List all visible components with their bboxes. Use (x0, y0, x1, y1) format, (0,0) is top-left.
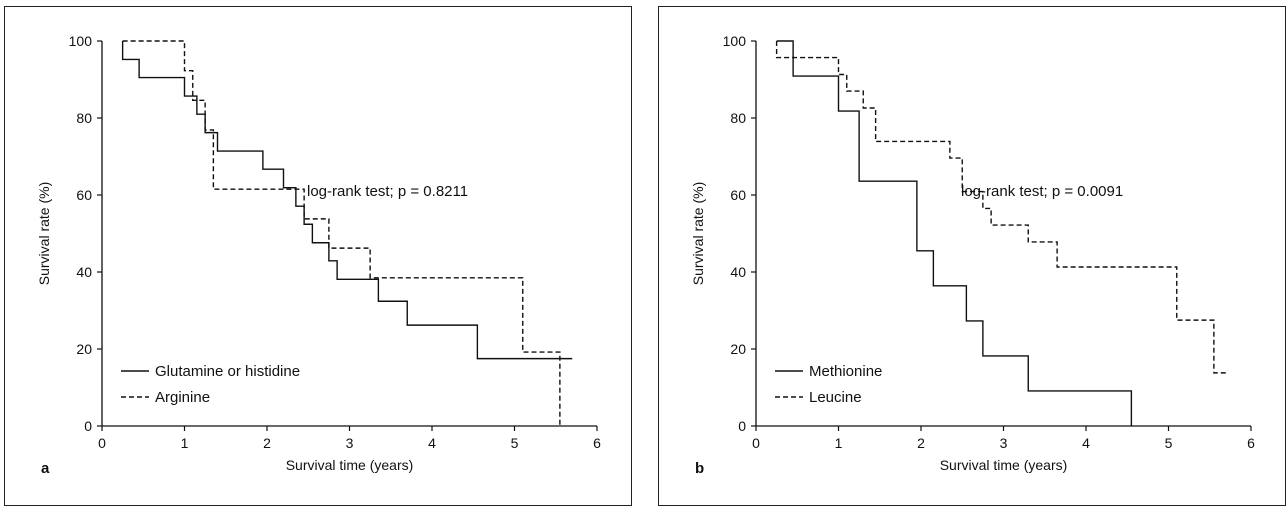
y-tick: 80 (730, 110, 756, 126)
x-tick-label: 3 (1000, 435, 1008, 451)
x-tick: 2 (917, 426, 925, 451)
x-tick: 1 (835, 426, 843, 451)
y-tick-label: 80 (730, 110, 746, 126)
y-tick: 0 (738, 418, 756, 434)
y-tick: 80 (76, 110, 102, 126)
y-tick-label: 40 (730, 264, 746, 280)
x-tick-label: 6 (593, 435, 601, 451)
x-tick-label: 4 (1082, 435, 1090, 451)
y-tick-label: 60 (76, 187, 92, 203)
legend-label: Arginine (155, 389, 210, 406)
chart-panel-b: 0 1 2 3 4 5 6 0 20 40 60 80 100 Survival time (years)… (658, 6, 1286, 506)
y-tick-label: 0 (84, 418, 92, 434)
x-axis-title: Survival time (years) (940, 457, 1068, 473)
y-tick: 40 (730, 264, 756, 280)
y-tick-label: 100 (69, 33, 93, 49)
legend-label: Methionine (809, 363, 882, 380)
series-line-arginine (122, 40, 561, 426)
y-tick: 60 (730, 187, 756, 203)
x-tick: 0 (98, 426, 106, 451)
series-line-methionine (776, 40, 1133, 426)
series-line-leucine (775, 41, 1227, 374)
x-tick: 6 (593, 426, 601, 451)
x-tick: 2 (263, 426, 271, 451)
y-tick-label: 80 (76, 110, 92, 126)
panel-letter: a (41, 460, 50, 477)
x-axis-title: Survival time (years) (286, 457, 414, 473)
x-tick-label: 6 (1247, 435, 1255, 451)
x-tick-label: 3 (346, 435, 354, 451)
y-tick: 40 (76, 264, 102, 280)
y-tick: 20 (76, 341, 102, 357)
y-tick: 60 (76, 187, 102, 203)
x-tick: 3 (346, 426, 354, 451)
y-axis-title: Survival rate (%) (690, 182, 706, 285)
y-tick: 0 (84, 418, 102, 434)
x-tick-label: 2 (917, 435, 925, 451)
y-tick-label: 20 (730, 341, 746, 357)
x-tick-label: 0 (98, 435, 106, 451)
x-tick-label: 5 (1165, 435, 1173, 451)
x-tick: 4 (428, 426, 436, 451)
y-tick: 100 (69, 33, 102, 49)
y-tick-label: 40 (76, 264, 92, 280)
y-axis-title: Survival rate (%) (36, 182, 52, 285)
log-rank-annotation: log-rank test; p = 0.0091 (961, 183, 1123, 200)
x-tick: 0 (752, 426, 760, 451)
x-tick: 6 (1247, 426, 1255, 451)
y-tick: 20 (730, 341, 756, 357)
x-tick-label: 1 (835, 435, 843, 451)
x-tick-label: 4 (428, 435, 436, 451)
x-tick-label: 5 (511, 435, 519, 451)
x-tick: 5 (1165, 426, 1173, 451)
series-line-glutamine-or-histidine (121, 41, 573, 360)
panel-letter: b (695, 460, 704, 477)
x-tick: 4 (1082, 426, 1090, 451)
x-tick: 1 (181, 426, 189, 451)
y-tick-label: 20 (76, 341, 92, 357)
x-tick-label: 2 (263, 435, 271, 451)
y-tick-label: 60 (730, 187, 746, 203)
y-tick: 100 (723, 33, 756, 49)
y-tick-label: 0 (738, 418, 746, 434)
legend-label: Leucine (809, 389, 862, 406)
x-tick: 3 (1000, 426, 1008, 451)
x-tick: 5 (511, 426, 519, 451)
x-tick-label: 0 (752, 435, 760, 451)
x-tick-label: 1 (181, 435, 189, 451)
legend-label: Glutamine or histidine (155, 363, 300, 380)
log-rank-annotation: log-rank test; p = 0.8211 (307, 183, 468, 200)
chart-panel-a: 0 1 2 3 4 5 6 0 20 40 60 80 100 Survival time (years)… (4, 6, 632, 506)
y-tick-label: 100 (723, 33, 747, 49)
